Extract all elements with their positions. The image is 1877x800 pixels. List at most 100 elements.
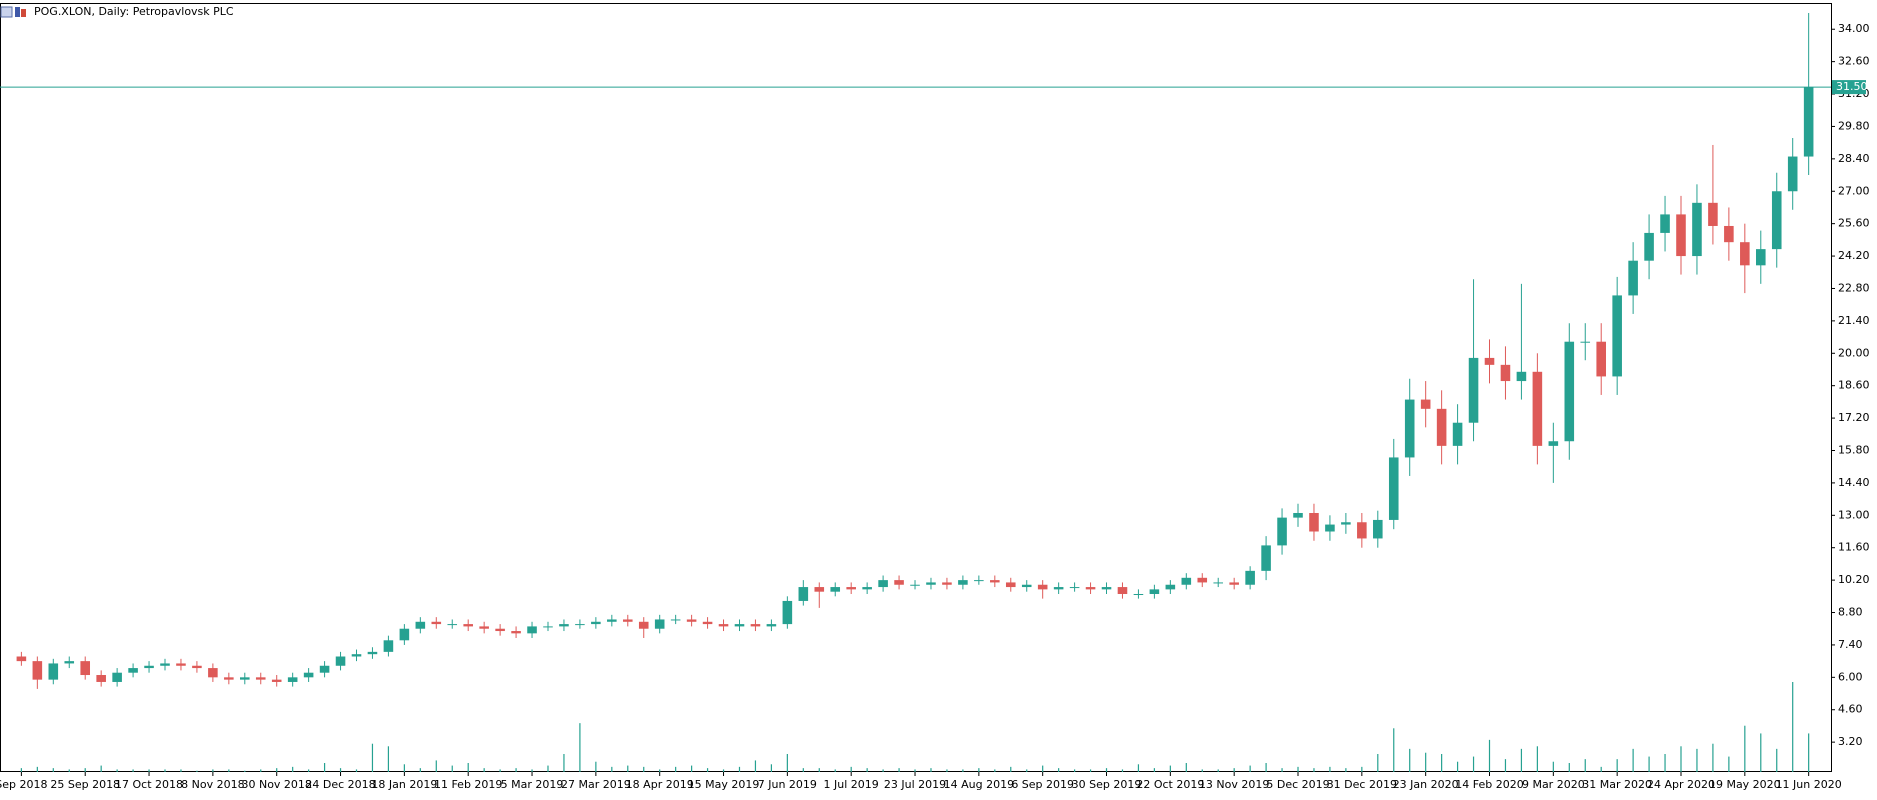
volume-bar [547,765,549,772]
candle-body [846,587,856,590]
candle-body [495,628,505,632]
volume-bar [387,746,390,772]
y-tick-label: 8.80 [1838,606,1863,619]
candle-body [1101,587,1112,590]
volume-bar [419,768,421,772]
volume-bar [1792,682,1794,772]
volume-bar [1744,725,1746,772]
x-tick-label: 31 Dec 2019 [1327,778,1397,791]
volume-bar [866,768,868,772]
volume-bar [228,769,230,772]
volume-bar [802,768,804,772]
candle-body [32,661,43,680]
candle-body [750,624,761,627]
candle-body [670,619,681,621]
candle-body [1436,408,1447,446]
x-tick-label: 6 Sep 2019 [1011,778,1074,791]
volume-bar [1393,728,1395,772]
candle-body [383,640,394,652]
chart-title: POG.XLON, Daily: Petropavlovsk PLC [34,5,234,18]
volume-bar [722,769,725,772]
candle-body [255,677,266,680]
volume-bar [1377,754,1379,772]
volume-bar [1121,769,1124,772]
volume-bar [1760,733,1762,772]
volume-bar [994,769,996,772]
candle-body [1484,357,1495,365]
volume-bar [1201,769,1203,772]
volume-bar [196,770,198,772]
candle-body [591,621,601,625]
x-tick-label: 24 Apr 2020 [1647,778,1715,791]
candle-body [798,587,809,601]
candle-body [1628,260,1638,296]
candle-body [702,621,713,625]
volume-bar [451,765,453,772]
candle-body [1261,545,1271,571]
volume-bar [882,769,884,772]
volume-bar [1058,768,1060,772]
candle-body [479,626,489,629]
x-tick-label: 14 Aug 2019 [944,778,1014,791]
volume-bar [148,769,150,772]
candle-body [686,619,697,622]
price-label-box [1832,80,1866,95]
volume-bar [1042,765,1044,772]
candle-body [1325,524,1335,532]
y-tick-label: 13.00 [1838,508,1870,521]
candle-body [1053,587,1064,590]
candle-body [1069,587,1080,589]
candle-body [1309,512,1319,532]
candle-body [1755,249,1766,266]
x-tick-label: 30 Sep 2019 [1072,778,1142,791]
candle-body [1085,587,1096,590]
volume-bar [1632,748,1634,772]
volume-bar [754,760,757,772]
candle-body [463,624,473,627]
candle-body [1708,202,1718,226]
candle-body [1452,422,1463,446]
volume-bar [323,763,326,772]
x-tick-label: 14 Feb 2020 [1455,778,1523,791]
candle-body [1596,341,1606,377]
candle-body [1133,594,1144,596]
volume-bar [1089,769,1092,772]
volume-bar [1536,746,1538,772]
candle-body [1197,577,1208,583]
volume-bar [515,768,517,772]
volume-bar [1728,756,1730,772]
y-tick-label: 29.80 [1838,119,1870,132]
candle-body [1388,457,1399,520]
header-icons [0,6,26,18]
volume-bar [691,765,693,772]
y-tick-label: 27.00 [1838,184,1870,197]
candle-body [527,626,537,634]
volume-bar [1073,769,1076,772]
candle-body [894,580,904,585]
x-tick-label: 7 Jun 2019 [758,778,817,791]
volume-bar [1568,763,1570,772]
volume-bar [36,766,38,772]
candle-body [622,619,633,622]
candle-body [399,628,410,641]
candle-body [1724,225,1734,243]
candle-body [176,663,186,666]
volume-bar [930,768,932,772]
volume-bar [1137,764,1140,772]
volume-bar [1409,748,1411,772]
volume-bar [355,769,358,772]
volume-bar [100,765,102,772]
x-tick-label: 5 Dec 2019 [1266,778,1329,791]
candle-body [1149,589,1160,595]
candle-body [1787,156,1798,192]
candle-body [271,679,282,682]
y-tick-label: 18.60 [1838,379,1870,392]
volume-bar [1520,748,1523,772]
volume-bar [770,764,773,772]
volume-bar [483,768,485,772]
candle-body [1357,522,1367,539]
volume-bar [1297,766,1299,772]
candle-body [1500,364,1511,382]
volume-bar [1696,748,1698,772]
volume-bar [1281,768,1283,772]
